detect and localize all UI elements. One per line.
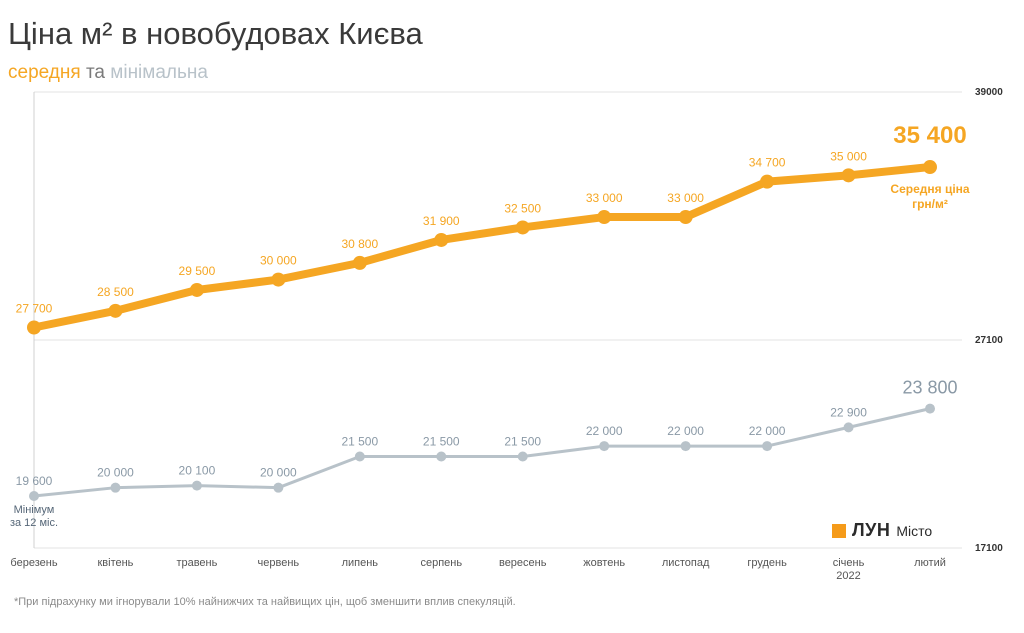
x-tick-label: травень: [176, 557, 217, 569]
point-average: [271, 272, 286, 287]
data-label-minimum: 20 000: [97, 466, 134, 480]
data-label-average: 33 000: [667, 191, 704, 205]
subtitle-and: та: [85, 62, 105, 83]
data-label-minimum: 19 600: [16, 474, 53, 488]
minimum-note-line1: Мінімум: [14, 504, 55, 516]
point-average: [841, 168, 856, 183]
point-average: [434, 232, 449, 247]
x-tick-label: вересень: [499, 557, 547, 569]
point-minimum: [680, 441, 691, 452]
series-line-average: [30, 163, 934, 332]
footnote: *При підрахунку ми ігнорували 10% найниж…: [14, 596, 516, 608]
point-minimum: [599, 441, 610, 452]
x-tick-label: липень: [342, 557, 379, 569]
data-label-minimum: 23 800: [902, 378, 957, 398]
subtitle-minimum: мінімальна: [110, 62, 208, 83]
subtitle-average: середня: [8, 62, 81, 83]
data-label-average: 35 400: [893, 122, 966, 149]
point-minimum: [925, 403, 935, 414]
average-note-line2: грн/м²: [912, 197, 948, 211]
data-label-minimum: 22 000: [586, 424, 623, 438]
data-label-minimum: 22 000: [749, 424, 786, 438]
data-label-average: 28 500: [97, 285, 134, 299]
point-minimum: [354, 451, 365, 462]
x-tick-label: лютий: [914, 557, 946, 569]
x-tick-label: березень: [10, 557, 57, 569]
chart-title: Ціна м² в новобудовах Києва: [8, 16, 423, 51]
point-average: [760, 174, 775, 189]
minimum-note-line2: за 12 міс.: [10, 517, 58, 529]
data-label-average: 33 000: [586, 191, 623, 205]
point-minimum: [110, 482, 121, 493]
point-minimum: [843, 422, 854, 433]
point-minimum: [273, 482, 284, 493]
data-label-minimum: 21 500: [423, 434, 460, 448]
y-tick-label: 39000: [975, 87, 1003, 98]
point-average: [189, 282, 204, 297]
point-minimum: [436, 451, 447, 462]
data-label-average: 30 800: [341, 237, 378, 251]
data-label-minimum: 20 100: [179, 464, 216, 478]
y-tick-label: 27100: [975, 335, 1003, 346]
average-note-line1: Середня ціна: [890, 182, 970, 196]
point-minimum: [191, 480, 202, 491]
data-label-minimum: 20 000: [260, 466, 297, 480]
data-label-minimum: 22 000: [667, 424, 704, 438]
brand-logo: ЛУН Місто: [832, 520, 932, 541]
point-minimum: [517, 451, 528, 462]
data-label-average: 31 900: [423, 214, 460, 228]
point-minimum: [29, 491, 39, 501]
x-tick-label: серпень: [420, 557, 462, 569]
x-tick-sublabel: 2022: [836, 570, 860, 582]
data-label-minimum: 21 500: [504, 434, 541, 448]
data-label-minimum: 21 500: [341, 434, 378, 448]
data-label-minimum: 22 900: [830, 405, 867, 419]
point-average: [27, 320, 41, 335]
chart-subtitle: середня та мінімальна: [8, 62, 208, 84]
point-average: [678, 210, 693, 225]
data-label-average: 30 000: [260, 254, 297, 268]
data-label-average: 32 500: [504, 201, 541, 215]
point-average: [108, 303, 123, 318]
x-tick-label: червень: [258, 557, 300, 569]
x-tick-label: жовтень: [583, 557, 625, 569]
x-tick-label: листопад: [662, 557, 710, 569]
x-tick-label: січень: [833, 557, 865, 569]
x-tick-label: грудень: [747, 557, 787, 569]
series-line-minimum: [33, 407, 931, 498]
data-label-average: 35 000: [830, 149, 867, 163]
point-average: [515, 220, 530, 235]
data-label-average: 27 700: [16, 301, 53, 315]
data-label-average: 29 500: [179, 264, 216, 278]
point-average: [923, 160, 937, 175]
point-average: [597, 210, 612, 225]
y-tick-label: 17100: [975, 543, 1003, 554]
logo-square-icon: [832, 523, 846, 538]
logo-name: ЛУН: [852, 520, 891, 540]
point-average: [352, 255, 367, 270]
x-tick-label: квітень: [97, 557, 133, 569]
data-label-average: 34 700: [749, 156, 786, 170]
logo-subtitle: Місто: [896, 522, 933, 539]
point-minimum: [762, 441, 773, 452]
